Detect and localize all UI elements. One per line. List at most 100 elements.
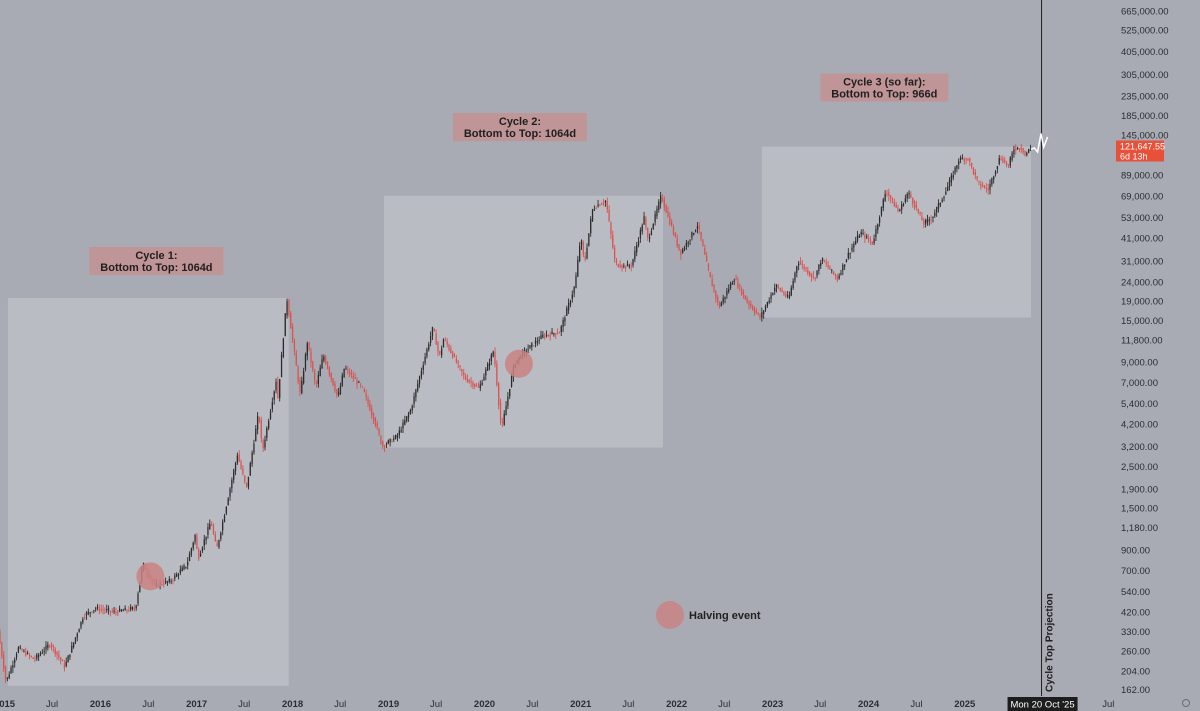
candle-body: [233, 470, 235, 480]
candle-body: [582, 242, 584, 255]
candle-body: [124, 607, 126, 611]
candle-body: [807, 269, 809, 274]
candle-body: [790, 287, 792, 296]
candle-body: [676, 238, 678, 246]
candle-body: [244, 475, 246, 482]
candle-body: [571, 294, 573, 300]
y-tick-label: 41,000.00: [1121, 234, 1163, 245]
candle-body: [899, 209, 901, 212]
candle-body: [901, 204, 903, 210]
y-tick-label: 204.00: [1121, 666, 1150, 677]
x-tick-label: 2018: [282, 699, 303, 710]
candle-body: [422, 365, 424, 370]
candle-body: [507, 396, 509, 406]
candle-body: [328, 367, 331, 375]
candle-body: [702, 239, 704, 247]
candle-body: [14, 659, 16, 663]
candle-body: [245, 482, 248, 486]
x-tick-label: Jul: [46, 699, 58, 710]
candle-body: [485, 369, 487, 376]
candle-body: [814, 277, 816, 279]
candle-body: [475, 385, 478, 387]
candle-body: [810, 273, 813, 278]
candle-body: [433, 329, 435, 332]
candle-body: [948, 180, 951, 187]
y-tick-label: 7,000.00: [1121, 378, 1158, 389]
candle-body: [286, 301, 288, 316]
candle-body: [293, 339, 296, 352]
candle-body: [980, 184, 982, 187]
candle-body: [575, 275, 577, 288]
candle-body: [566, 307, 568, 316]
candle-body: [367, 398, 369, 404]
candle-body: [851, 247, 853, 251]
candle-body: [726, 290, 728, 296]
y-tick-label: 9,000.00: [1121, 357, 1158, 368]
candle-body: [444, 339, 446, 341]
candle-body: [783, 291, 785, 295]
halving-event-marker-1: [136, 562, 165, 591]
cycle-2-annotation-bg: [452, 113, 587, 142]
candle-body: [181, 567, 183, 572]
candle-body: [72, 642, 75, 648]
candle-body: [115, 611, 117, 613]
x-tick-label: Jul: [430, 699, 442, 710]
candle-body: [177, 574, 180, 576]
candle-body: [672, 227, 675, 235]
candle-body: [937, 203, 940, 209]
candle-body: [555, 333, 557, 335]
candle-body: [109, 610, 112, 612]
candle-body: [50, 644, 53, 648]
candle-body: [932, 216, 934, 219]
candle-body: [707, 263, 710, 271]
candle-body: [728, 288, 730, 292]
cycle-1-box: [7, 298, 289, 686]
candle-body: [218, 540, 220, 548]
candle-body: [967, 158, 969, 161]
candle-body: [466, 378, 469, 382]
projection-path: [1030, 133, 1049, 154]
candle-body: [1024, 150, 1026, 156]
candle-body: [1015, 148, 1017, 151]
candle-body: [260, 420, 262, 439]
candle-body: [277, 380, 279, 399]
candle-body: [382, 441, 384, 447]
settings-icon[interactable]: [1182, 699, 1190, 707]
candle-body: [538, 340, 540, 342]
candle-body: [288, 299, 290, 316]
candle-body: [347, 369, 349, 371]
candle-body: [982, 185, 984, 187]
candle-body: [172, 580, 174, 582]
candle-body: [759, 315, 761, 318]
candle-body: [231, 479, 233, 489]
y-tick-label: 162.00: [1121, 685, 1150, 696]
y-tick-label: 19,000.00: [1121, 296, 1163, 307]
y-tick-label: 330.00: [1121, 627, 1150, 638]
candle-body: [317, 374, 319, 384]
candle-body: [210, 524, 213, 526]
candle-body: [869, 239, 872, 242]
candle-body: [161, 584, 163, 586]
candle-body: [849, 252, 851, 255]
candle-body: [718, 302, 721, 308]
candle-body: [645, 217, 647, 227]
candle-body: [85, 612, 88, 616]
candle-body: [919, 212, 921, 214]
candle-body: [164, 580, 167, 583]
candle-body: [678, 244, 680, 251]
x-tick-label: Jul: [814, 699, 826, 710]
candle-body: [452, 351, 454, 358]
candle-body: [91, 611, 93, 613]
candle-body: [273, 391, 275, 400]
candle-body: [1007, 164, 1010, 166]
candle-body: [661, 197, 664, 202]
candle-body: [266, 427, 268, 438]
candle-body: [36, 654, 38, 659]
candle-body: [696, 226, 699, 229]
candle-body: [1018, 148, 1021, 150]
candle-body: [407, 413, 410, 418]
candle-body: [325, 356, 327, 364]
candle-body: [52, 645, 55, 648]
